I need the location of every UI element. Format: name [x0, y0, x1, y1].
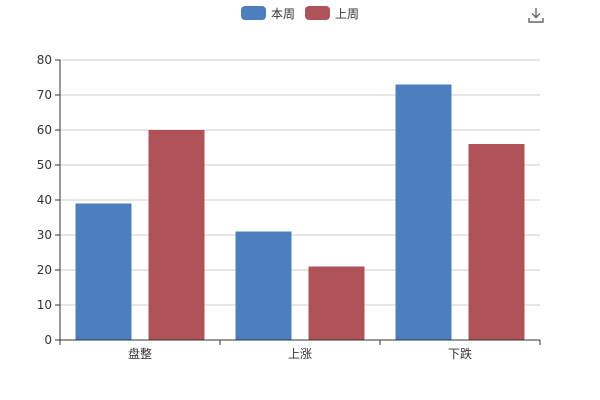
- bar-1-1: [235, 231, 292, 340]
- y-tick-label-7: 70: [37, 88, 52, 102]
- bar-2-1: [308, 266, 365, 340]
- x-tick-label-1: 上涨: [288, 346, 312, 361]
- y-tick-label-3: 30: [37, 228, 52, 242]
- y-tick-label-5: 50: [37, 158, 52, 172]
- legend-label-series-2: 上周: [335, 6, 360, 21]
- legend-label-series-1: 本周: [270, 6, 295, 21]
- legend-swatch-series-1: [240, 6, 266, 20]
- download-icon: [528, 8, 544, 23]
- bar-2-2: [468, 144, 525, 340]
- y-tick-label-6: 60: [37, 123, 52, 137]
- x-tick-label-2: 下跌: [448, 346, 472, 361]
- legend-item-series-1[interactable]: 本周: [240, 5, 295, 22]
- x-tick-label-0: 盘整: [128, 346, 152, 361]
- download-button[interactable]: [527, 6, 545, 24]
- bar-2-0: [148, 130, 205, 340]
- y-tick-label-2: 20: [37, 263, 52, 277]
- y-tick-label-0: 0: [44, 333, 52, 347]
- bar-1-2: [395, 84, 452, 340]
- legend-item-series-2[interactable]: 上周: [305, 5, 359, 22]
- legend-swatch-series-2: [305, 6, 330, 20]
- legend: 本周 上周: [0, 4, 600, 22]
- y-tick-label-1: 10: [37, 298, 52, 312]
- y-tick-label-8: 80: [37, 53, 52, 67]
- bar-1-0: [75, 203, 132, 340]
- y-tick-label-4: 40: [37, 193, 52, 207]
